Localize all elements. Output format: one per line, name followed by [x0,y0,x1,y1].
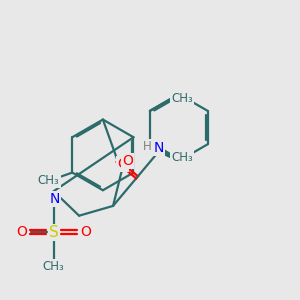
Text: CH₃: CH₃ [171,92,193,105]
Text: O: O [16,225,27,239]
Text: CH₃: CH₃ [43,260,64,273]
Text: S: S [49,225,58,240]
Text: CH₃: CH₃ [171,151,193,164]
Text: O: O [122,154,133,168]
Text: O: O [117,157,128,171]
Text: O: O [81,225,92,239]
Text: H: H [142,140,151,153]
Text: CH₃: CH₃ [38,174,60,187]
Text: N: N [153,141,164,155]
Text: N: N [50,192,60,206]
